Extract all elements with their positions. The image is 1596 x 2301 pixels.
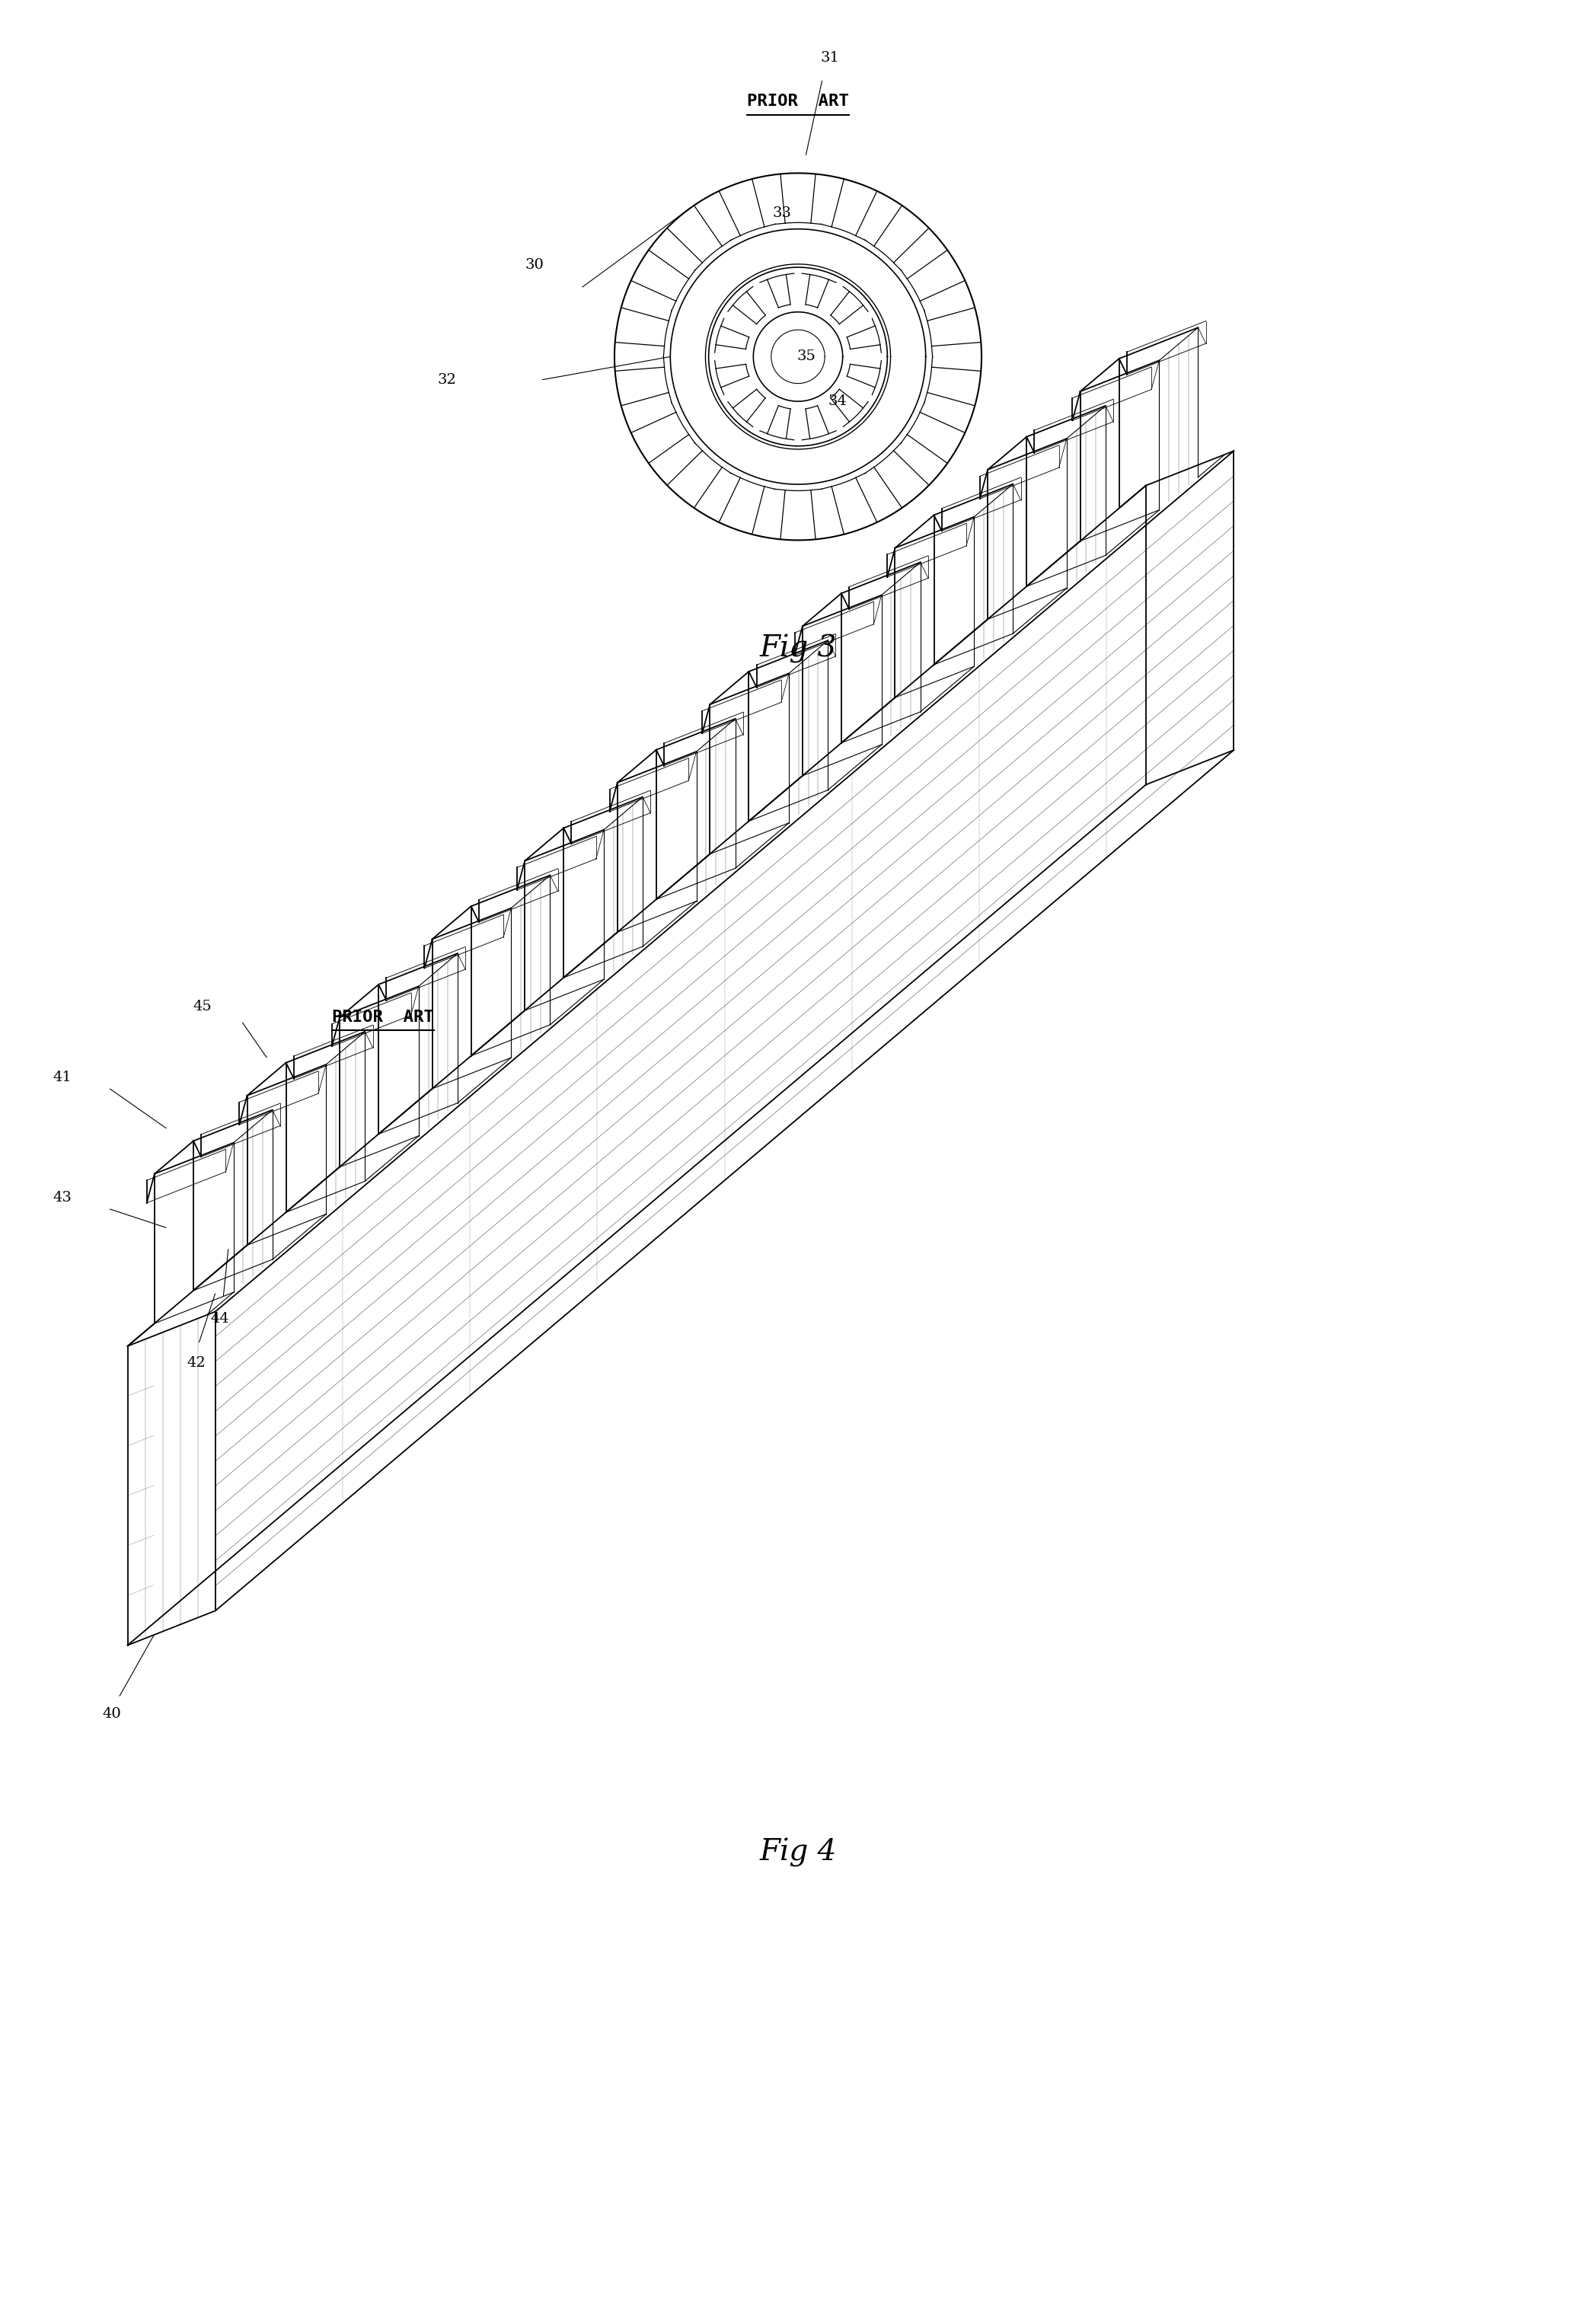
Text: 30: 30 (525, 258, 544, 272)
Text: 43: 43 (53, 1192, 72, 1203)
Text: 45: 45 (193, 1001, 212, 1012)
Text: 41: 41 (53, 1070, 72, 1084)
Text: 35: 35 (796, 350, 816, 364)
Text: 33: 33 (772, 207, 792, 221)
Text: PRIOR  ART: PRIOR ART (332, 1010, 434, 1024)
Text: 44: 44 (211, 1312, 230, 1325)
Text: PRIOR  ART: PRIOR ART (747, 94, 849, 108)
Text: 42: 42 (187, 1355, 206, 1369)
Text: 32: 32 (437, 373, 456, 387)
Text: Fig 3: Fig 3 (760, 635, 836, 663)
Text: Fig 4: Fig 4 (760, 1838, 836, 1866)
Text: 31: 31 (820, 51, 839, 64)
Text: 34: 34 (828, 393, 847, 407)
Text: 40: 40 (102, 1707, 121, 1721)
